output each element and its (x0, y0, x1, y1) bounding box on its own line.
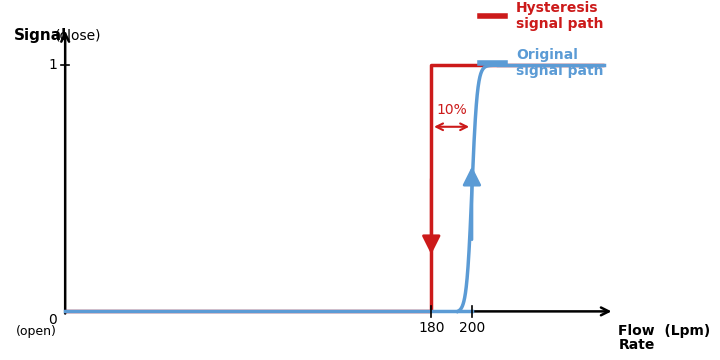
Text: Signal: Signal (14, 28, 68, 43)
Text: 10%: 10% (436, 103, 467, 117)
Text: 0: 0 (48, 312, 57, 327)
Legend: Hysteresis
signal path, Original
signal path: Hysteresis signal path, Original signal … (480, 1, 603, 78)
Text: 1: 1 (48, 58, 57, 72)
Text: Rate: Rate (618, 338, 654, 352)
Text: Flow  (Lpm): Flow (Lpm) (618, 324, 711, 338)
Text: 180: 180 (418, 321, 444, 335)
Text: (close): (close) (55, 29, 102, 43)
Text: 200: 200 (459, 321, 485, 335)
Text: (open): (open) (16, 325, 57, 338)
